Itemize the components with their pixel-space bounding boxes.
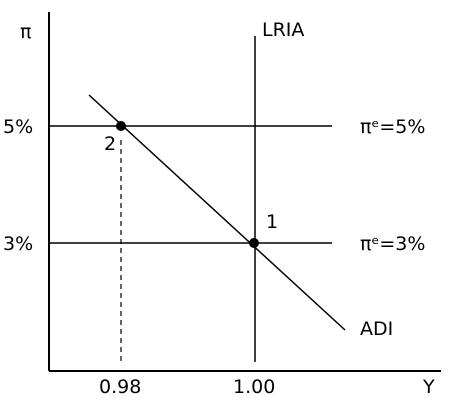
pie-5-label: πᵉ=5% — [360, 116, 425, 138]
lria-label: LRIA — [262, 19, 304, 41]
pie-3-label: πᵉ=3% — [360, 233, 425, 255]
y-axis-label: π — [20, 21, 31, 43]
x-axis-label: Y — [422, 376, 435, 398]
point-1-marker — [249, 238, 259, 248]
tick-y-5: 5% — [3, 116, 33, 138]
tick-x-100: 1.00 — [233, 376, 275, 398]
point-2-marker — [116, 121, 126, 131]
tick-x-098: 0.98 — [99, 376, 141, 398]
adi-line — [88, 94, 346, 331]
tick-y-3: 3% — [3, 233, 33, 255]
point-1-label: 1 — [266, 211, 278, 233]
point-2-label: 2 — [104, 133, 116, 155]
adi-label: ADI — [360, 318, 393, 340]
